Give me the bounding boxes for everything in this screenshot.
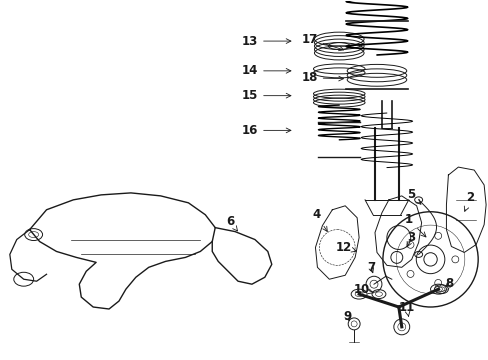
Text: 2: 2 xyxy=(464,192,473,211)
Text: 4: 4 xyxy=(312,208,326,231)
Text: 14: 14 xyxy=(241,64,290,77)
Text: 8: 8 xyxy=(445,277,452,290)
Text: 9: 9 xyxy=(343,310,350,323)
Text: 3: 3 xyxy=(406,231,415,247)
Text: 15: 15 xyxy=(241,89,290,102)
Text: 5: 5 xyxy=(406,188,420,204)
Text: 13: 13 xyxy=(242,35,290,48)
Text: 6: 6 xyxy=(225,215,237,231)
Text: 17: 17 xyxy=(301,33,343,51)
Text: 11: 11 xyxy=(398,301,414,316)
Text: 12: 12 xyxy=(335,241,355,254)
Text: 10: 10 xyxy=(353,283,372,296)
Text: 18: 18 xyxy=(301,71,343,84)
Text: 16: 16 xyxy=(241,124,290,137)
Text: 7: 7 xyxy=(366,261,374,274)
Text: 1: 1 xyxy=(404,213,425,237)
